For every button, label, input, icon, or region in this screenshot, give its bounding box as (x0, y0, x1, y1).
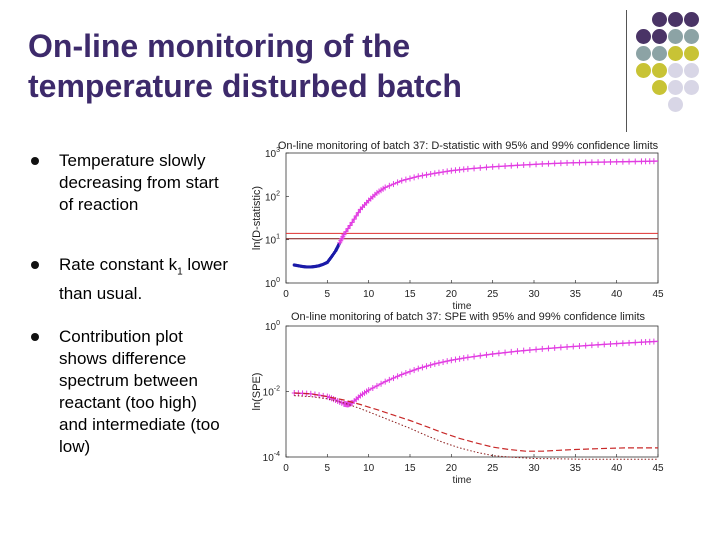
x-tick-label: 15 (404, 289, 416, 300)
x-tick-label: 0 (283, 463, 289, 474)
slide-title: On-line monitoring of the temperature di… (28, 26, 588, 106)
bullet-item: Temperature slowly decreasing from start… (30, 150, 230, 216)
decor-dot (684, 80, 699, 95)
x-tick-label: 40 (611, 289, 623, 300)
y-tick-label: 10-4 (263, 451, 280, 464)
decor-dot (668, 46, 683, 61)
decor-divider-line (626, 10, 627, 132)
subscript: 1 (177, 266, 183, 278)
y-tick-label: 100 (265, 320, 280, 333)
decor-dot (652, 12, 667, 27)
title-line-1: On-line monitoring of the (28, 28, 411, 64)
x-tick-label: 20 (446, 289, 458, 300)
bullet-dot-icon (31, 261, 39, 269)
bullet-dot-icon (31, 333, 39, 341)
x-axis-label: time (453, 475, 472, 486)
x-tick-label: 5 (325, 289, 331, 300)
y-axis-label: ln(D-statistic) (251, 186, 263, 250)
x-tick-label: 35 (570, 289, 582, 300)
y-tick-label: 103 (265, 147, 280, 160)
decor-dot (684, 46, 699, 61)
bullet-item: Rate constant k1 lower than usual. (30, 254, 230, 305)
decor-dot (668, 80, 683, 95)
x-tick-label: 5 (325, 463, 331, 474)
bullet-text: Contribution plot shows difference spect… (59, 327, 220, 456)
decor-dot (652, 29, 667, 44)
decor-dot (636, 46, 651, 61)
x-tick-label: 35 (570, 463, 582, 474)
x-tick-label: 25 (487, 289, 499, 300)
bullet-text: Temperature slowly decreasing from start… (59, 151, 219, 214)
bullet-item: Contribution plot shows difference spect… (30, 326, 230, 458)
decor-dot (636, 63, 651, 78)
decor-dot (668, 12, 683, 27)
decor-dot (684, 12, 699, 27)
y-axis-label: ln(SPE) (251, 373, 263, 411)
x-tick-label: 10 (363, 289, 375, 300)
decor-dot (652, 80, 667, 95)
y-tick-label: 102 (265, 190, 280, 203)
decor-dot (668, 63, 683, 78)
decor-dot (684, 63, 699, 78)
confidence-limit-95-line (294, 392, 658, 452)
chart-title: On-line monitoring of batch 37: SPE with… (291, 311, 646, 323)
decor-dot (636, 29, 651, 44)
x-tick-label: 0 (283, 289, 289, 300)
x-tick-label: 20 (446, 463, 458, 474)
x-tick-label: 30 (528, 463, 540, 474)
y-tick-label: 101 (265, 234, 280, 247)
x-tick-label: 10 (363, 463, 375, 474)
confidence-limit-99-line (294, 395, 658, 460)
x-tick-label: 40 (611, 463, 623, 474)
bullet-text: Rate constant k1 lower than usual. (59, 255, 228, 303)
y-tick-label: 100 (265, 277, 280, 290)
bullet-text-part: lower than usual. (59, 255, 229, 304)
chart-title: On-line monitoring of batch 37: D-statis… (278, 140, 659, 152)
title-line-2: temperature disturbed batch (28, 68, 462, 104)
decor-dot (684, 29, 699, 44)
x-axis-label: time (453, 301, 472, 312)
bullet-text-part: Rate constant k (59, 255, 178, 274)
decor-dot (668, 97, 683, 112)
decor-dot (652, 63, 667, 78)
plot-frame (285, 325, 659, 458)
decor-dot (668, 29, 683, 44)
decor-dot-grid (636, 12, 720, 120)
y-tick-label: 10-2 (263, 386, 280, 399)
x-tick-label: 45 (652, 463, 664, 474)
x-tick-label: 30 (528, 289, 540, 300)
x-tick-label: 25 (487, 463, 499, 474)
x-tick-label: 15 (404, 463, 416, 474)
bullet-dot-icon (31, 157, 39, 165)
plot-frame (285, 152, 659, 284)
decor-dot (652, 46, 667, 61)
x-tick-label: 45 (652, 289, 664, 300)
